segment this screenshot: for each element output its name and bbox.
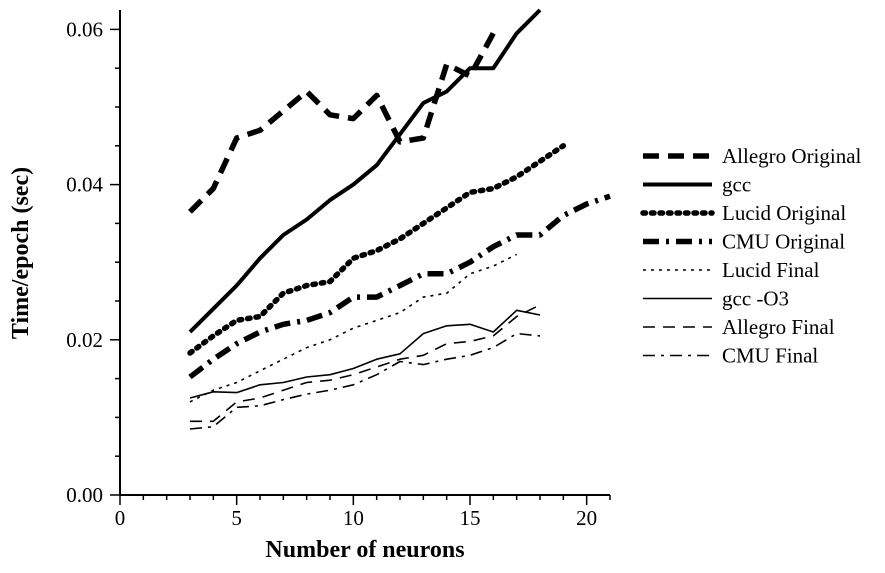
x-tick-label: 15 [460,506,481,530]
series-line-5 [189,309,541,399]
y-tick-label: 0.02 [66,328,103,352]
x-axis-title: Number of neurons [265,537,464,563]
y-tick-label: 0.00 [66,483,103,507]
legend: Allegro Original gcc Lucid Original CMU Ori… [640,144,862,368]
legend-label: gcc [722,173,751,197]
x-tick-label: 0 [115,506,126,530]
x-tick-label: 10 [343,506,364,530]
series-line-7 [189,332,541,430]
plot-area [187,8,611,430]
series-line-3 [188,193,611,380]
legend-label: Lucid Final [722,258,820,282]
legend-label: CMU Final [722,344,818,368]
legend-label: Allegro Original [722,144,862,168]
series-line-0 [188,31,496,214]
legend-label: gcc -O3 [722,287,789,311]
legend-label: CMU Original [722,230,845,254]
y-tick-label: 0.06 [66,17,103,41]
legend-label: Lucid Original [722,201,846,225]
series-line-2 [187,143,567,356]
y-axis-title: Time/epoch (sec) [8,167,34,339]
legend-label: Allegro Final [722,315,835,339]
series-line-4 [189,253,518,403]
x-tick-label: 20 [576,506,597,530]
y-tick-label: 0.04 [66,173,103,197]
x-tick-label: 5 [231,506,242,530]
series-line-6 [190,304,541,423]
ticks: 0 5 10 15 20 0.00 0.02 0.04 0.06 [66,17,611,530]
axes [119,10,610,496]
series-line-1 [188,8,542,334]
